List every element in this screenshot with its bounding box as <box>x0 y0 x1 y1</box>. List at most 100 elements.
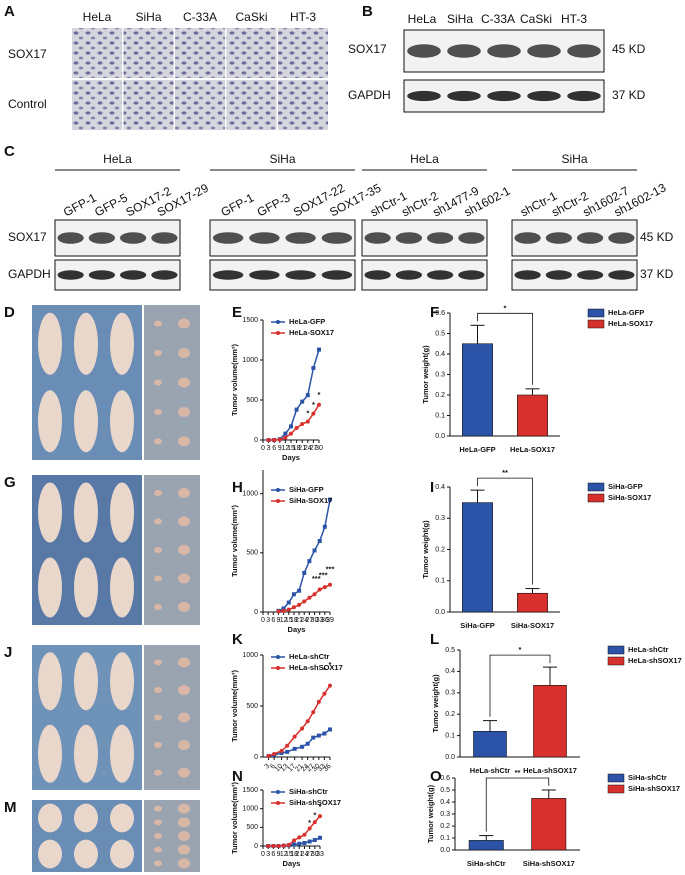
y-tick-label: 0 <box>254 754 258 761</box>
band <box>395 232 422 244</box>
y-axis-label: Tumor weight(g) <box>431 674 440 733</box>
x-tick-label: 3 <box>266 617 270 624</box>
legend-label: SiHa-shCtr <box>628 773 667 782</box>
mouse <box>38 312 62 375</box>
legend-label: SiHa-shCtr <box>289 787 328 796</box>
legend-label: HeLa-SOX17 <box>608 319 653 328</box>
tumor <box>178 602 190 612</box>
tumor <box>154 846 162 853</box>
x-tick-label: 27 <box>306 763 317 774</box>
legend-swatch <box>587 482 605 492</box>
panel-label: E <box>232 304 242 321</box>
data-point <box>266 438 271 442</box>
legend-marker <box>276 488 280 492</box>
data-point <box>316 733 321 738</box>
y-tick-label: 0 <box>254 437 258 444</box>
y-tick-label: 0.0 <box>440 847 450 854</box>
y-tick-label: 0.4 <box>435 351 445 358</box>
band <box>545 232 572 244</box>
group-label: HeLa <box>410 152 439 166</box>
x-tick-label: 18 <box>290 617 298 624</box>
micrograph <box>175 80 225 130</box>
data-point <box>266 844 271 848</box>
y-tick-label: 0.1 <box>435 412 445 419</box>
data-point <box>318 814 322 819</box>
data-point <box>305 393 310 398</box>
mouse <box>38 482 62 543</box>
band <box>514 232 541 244</box>
data-point <box>300 422 305 426</box>
band <box>285 232 316 244</box>
legend-marker <box>276 499 280 503</box>
group-label: SiHa <box>269 152 295 166</box>
micrograph <box>175 28 225 78</box>
tumor <box>178 545 190 555</box>
data-point <box>307 826 312 831</box>
band <box>458 270 485 280</box>
panel-label: H <box>232 479 243 496</box>
lane-label: CaSki <box>520 12 552 26</box>
tumor-photo <box>144 800 200 872</box>
tumor <box>154 805 162 812</box>
significance: * <box>519 645 522 654</box>
band <box>608 270 635 280</box>
band <box>212 232 244 244</box>
y-tick-label: 500 <box>246 397 258 404</box>
data-point <box>318 835 322 840</box>
data-point <box>289 431 293 436</box>
x-tick-label: HeLa-shSOX17 <box>523 766 577 775</box>
micrograph <box>278 28 328 78</box>
annotation: *** <box>312 574 321 583</box>
y-tick-label: 0.1 <box>440 835 450 842</box>
legend-swatch <box>607 784 625 794</box>
tumor-photo <box>144 475 200 625</box>
data-point <box>305 741 310 746</box>
tumor <box>178 767 190 778</box>
mouse <box>110 803 134 833</box>
legend-marker <box>276 655 280 659</box>
y-tick-label: 0.5 <box>440 787 450 794</box>
data-point <box>307 839 312 844</box>
y-tick-label: 1000 <box>242 357 258 364</box>
data-point <box>302 599 307 604</box>
panel-label: O <box>430 768 442 785</box>
panel-label: F <box>430 304 439 321</box>
mouse <box>38 724 62 783</box>
lane-label: GFP-3 <box>255 190 293 219</box>
tumor <box>154 686 162 693</box>
x-tick-label: 15 <box>285 851 293 858</box>
tumor <box>178 436 190 447</box>
y-tick-label: 0.5 <box>435 330 445 337</box>
mouse <box>74 557 98 618</box>
tumor <box>178 844 190 855</box>
band <box>427 232 454 244</box>
x-tick-label: 27 <box>306 851 314 858</box>
y-axis-label: Tumor volume(mm³) <box>230 344 239 416</box>
x-tick-label: 12 <box>282 445 290 452</box>
tumor <box>178 377 190 388</box>
panel-label: I <box>430 479 434 496</box>
data-point <box>322 691 327 696</box>
legend-label: SiHa-shSOX17 <box>289 798 341 807</box>
legend-swatch <box>607 656 625 666</box>
band <box>527 90 561 102</box>
x-tick-label: 3 <box>266 851 270 858</box>
y-tick-label: 1500 <box>242 787 258 794</box>
data-point <box>311 735 316 740</box>
data-point <box>297 602 302 607</box>
y-axis-label: Tumor weight(g) <box>421 345 430 404</box>
x-tick-label: 13 <box>279 763 290 774</box>
y-tick-label: 1000 <box>242 806 258 813</box>
tumor <box>154 604 162 610</box>
tumor <box>154 714 162 721</box>
y-tick-label: 500 <box>246 703 258 710</box>
x-tick-label: 30 <box>311 617 319 624</box>
data-point <box>312 820 317 825</box>
y-tick-label: 0.1 <box>435 578 445 585</box>
band <box>487 90 521 102</box>
significance-bracket <box>477 312 533 385</box>
data-point <box>285 743 290 748</box>
y-tick-label: 0.2 <box>435 392 445 399</box>
group-label: SiHa <box>561 152 587 166</box>
size-label: 45 KD <box>612 42 646 56</box>
